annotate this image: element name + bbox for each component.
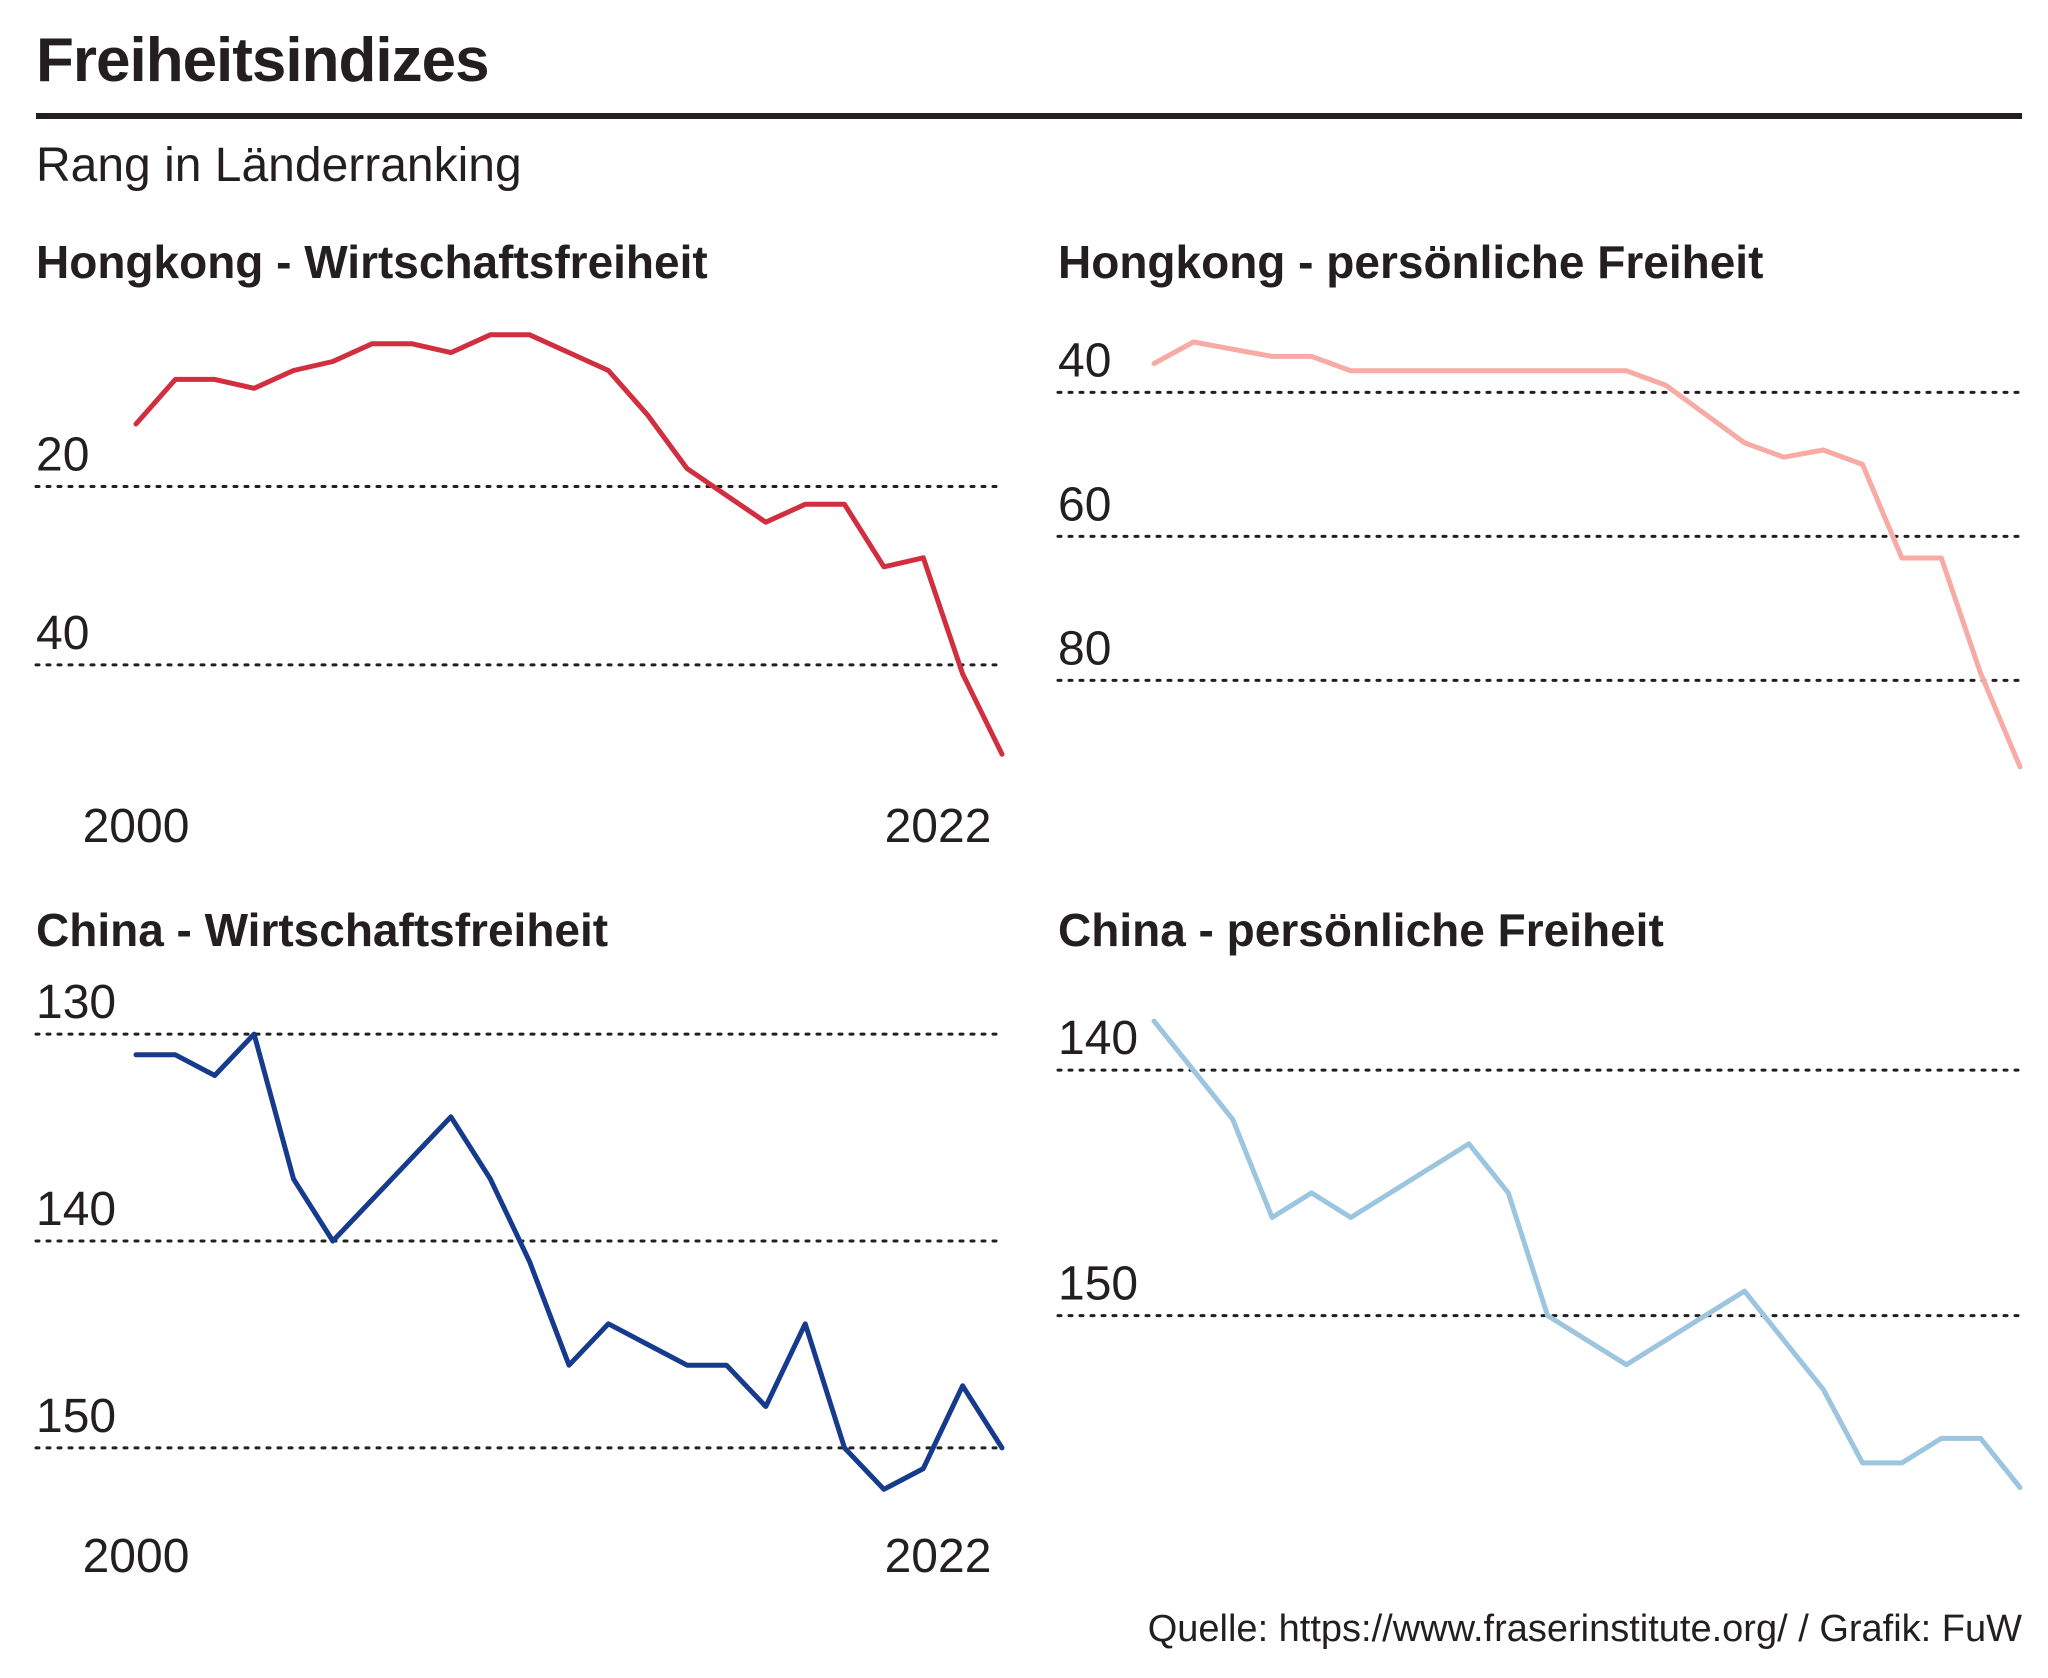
cn-econ-title: China - Wirtschaftsfreiheit [36,904,608,956]
title-rule [36,113,2022,119]
source-note: Quelle: https://www.fraserinstitute.org/… [1147,1608,2022,1650]
hk-econ-xtick-label-end: 2022 [885,800,992,853]
hk-personal-title: Hongkong - persönliche Freiheit [1058,236,1763,288]
chart-title: Freiheitsindizes [36,26,490,95]
hk-econ-title: Hongkong - Wirtschaftsfreiheit [36,236,708,288]
hk-personal-ytick-label-80: 80 [1058,622,1111,675]
cn-econ-series-line [133,1031,1005,1492]
cn-econ-xtick-label-end: 2022 [885,1530,992,1583]
cn-econ-ytick-label-130: 130 [36,976,116,1029]
hk-econ-series-line [133,332,1005,757]
hk-econ-xtick-label-start: 2000 [83,800,190,853]
hk-personal-ytick-label-40: 40 [1058,334,1111,387]
cn-personal-ytick-label-140: 140 [1058,1012,1138,1065]
cn-personal-ytick-label-150: 150 [1058,1258,1138,1311]
cn-personal-series-line [1151,1018,2023,1490]
hk-econ-ytick-label-40: 40 [36,607,89,660]
hk-personal-series-line [1151,339,2023,770]
cn-personal-title: China - persönliche Freiheit [1058,904,1664,956]
cn-econ-ytick-label-140: 140 [36,1183,116,1236]
hk-personal-ytick-label-60: 60 [1058,478,1111,531]
chart-subtitle: Rang in Länderranking [36,139,522,192]
cn-econ-ytick-label-150: 150 [36,1390,116,1443]
hk-econ-ytick-label-20: 20 [36,428,89,481]
cn-econ-xtick-label-start: 2000 [83,1530,190,1583]
